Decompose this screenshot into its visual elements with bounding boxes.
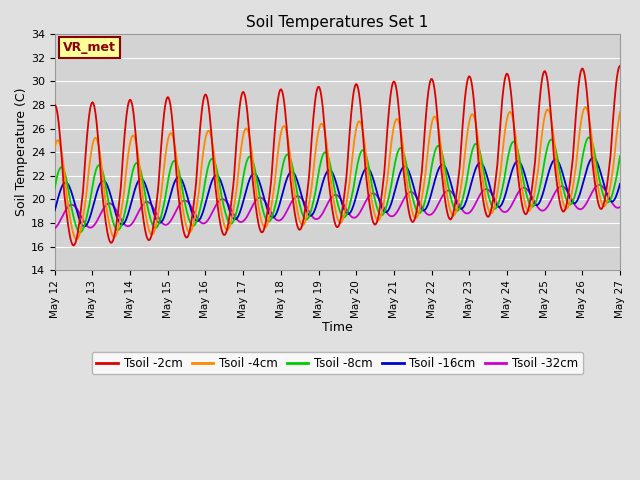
X-axis label: Time: Time [322, 321, 353, 334]
Y-axis label: Soil Temperature (C): Soil Temperature (C) [15, 88, 28, 216]
Legend: Tsoil -2cm, Tsoil -4cm, Tsoil -8cm, Tsoil -16cm, Tsoil -32cm: Tsoil -2cm, Tsoil -4cm, Tsoil -8cm, Tsoi… [92, 352, 583, 374]
Title: Soil Temperatures Set 1: Soil Temperatures Set 1 [246, 15, 429, 30]
Text: VR_met: VR_met [63, 41, 116, 54]
